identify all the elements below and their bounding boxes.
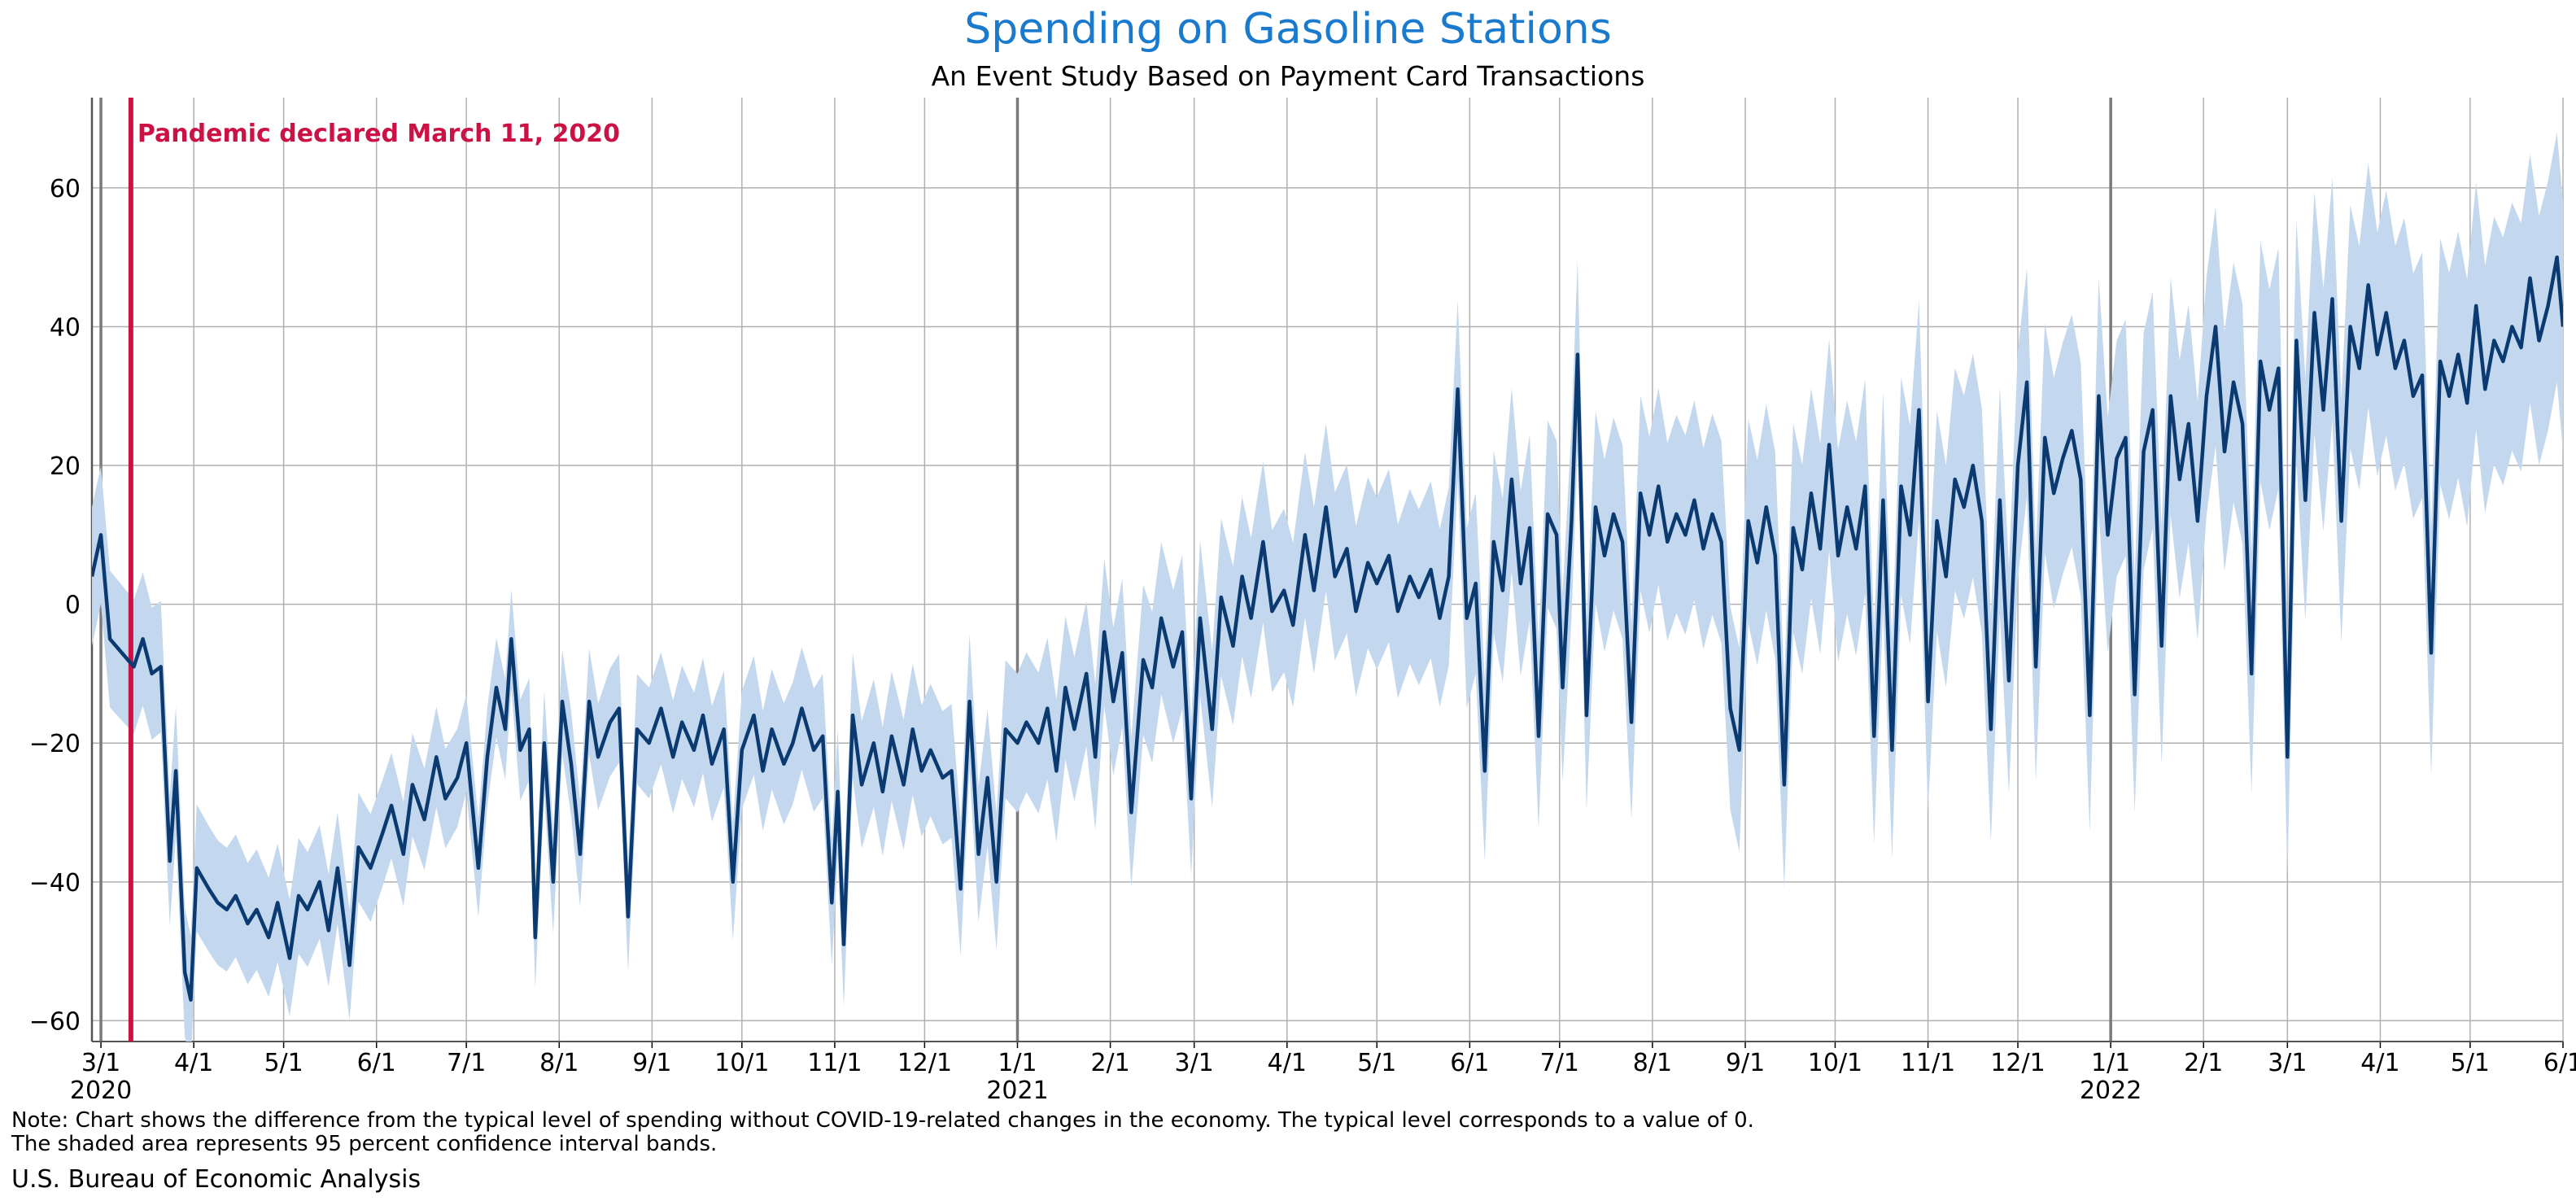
x-tick-label: 7/1 [447, 1049, 486, 1077]
x-tick-label: 1/1 [998, 1049, 1037, 1077]
x-tick-label: 5/1 [1357, 1049, 1396, 1077]
x-tick-label: 11/1 [807, 1049, 862, 1077]
y-tick-label: 0 [65, 592, 81, 620]
x-tick-label: 4/1 [1268, 1049, 1307, 1077]
x-tick-label: 9/1 [1726, 1049, 1765, 1077]
x-tick-label: 3/1 [1175, 1049, 1214, 1077]
y-tick-label: 60 [50, 175, 81, 203]
x-tick-label: 10/1 [714, 1049, 769, 1077]
x-tick-label: 11/1 [1901, 1049, 1955, 1077]
y-tick-label: 20 [50, 452, 81, 481]
y-tick-label: −40 [29, 869, 81, 897]
x-tick-label: 6/1 [1450, 1049, 1489, 1077]
x-tick-label: 3/1 [81, 1049, 120, 1077]
chart-note: Note: Chart shows the difference from th… [11, 1108, 1754, 1133]
x-tick-label: 2/1 [1090, 1049, 1129, 1077]
x-tick-label: 3/1 [2268, 1049, 2307, 1077]
x-tick-label: 8/1 [539, 1049, 579, 1077]
x-tick-label: 6/1 [2543, 1049, 2576, 1077]
chart-note-confidence: The shaded area represents 95 percent co… [11, 1132, 718, 1156]
x-tick-label: 4/1 [174, 1049, 213, 1077]
x-tick-label: 9/1 [632, 1049, 671, 1077]
x-tick-label: 10/1 [1808, 1049, 1862, 1077]
x-year-label: 2021 [986, 1077, 1048, 1098]
x-year-label: 2020 [70, 1077, 132, 1098]
x-tick-label: 4/1 [2360, 1049, 2399, 1077]
chart-subtitle: An Event Study Based on Payment Card Tra… [931, 60, 1645, 92]
x-tick-label: 1/1 [2091, 1049, 2130, 1077]
y-tick-label: 40 [50, 313, 81, 342]
x-tick-label: 2/1 [2184, 1049, 2223, 1077]
y-tick-label: −60 [29, 1007, 81, 1036]
chart-title: Spending on Gasoline Stations [964, 5, 1612, 54]
confidence-band [92, 132, 2563, 1042]
event-marker-label: Pandemic declared March 11, 2020 [138, 120, 620, 148]
x-tick-label: 12/1 [897, 1049, 952, 1077]
x-year-label: 2022 [2080, 1077, 2142, 1098]
x-tick-label: 5/1 [264, 1049, 303, 1077]
y-tick-label: −20 [29, 730, 81, 758]
x-tick-label: 5/1 [2451, 1049, 2490, 1077]
x-tick-label: 7/1 [1540, 1049, 1579, 1077]
source-credit: U.S. Bureau of Economic Analysis [11, 1165, 421, 1194]
x-tick-label: 8/1 [1633, 1049, 1672, 1077]
estimate-line [92, 255, 2563, 1002]
x-tick-label: 6/1 [357, 1049, 396, 1077]
x-tick-label: 12/1 [1990, 1049, 2045, 1077]
